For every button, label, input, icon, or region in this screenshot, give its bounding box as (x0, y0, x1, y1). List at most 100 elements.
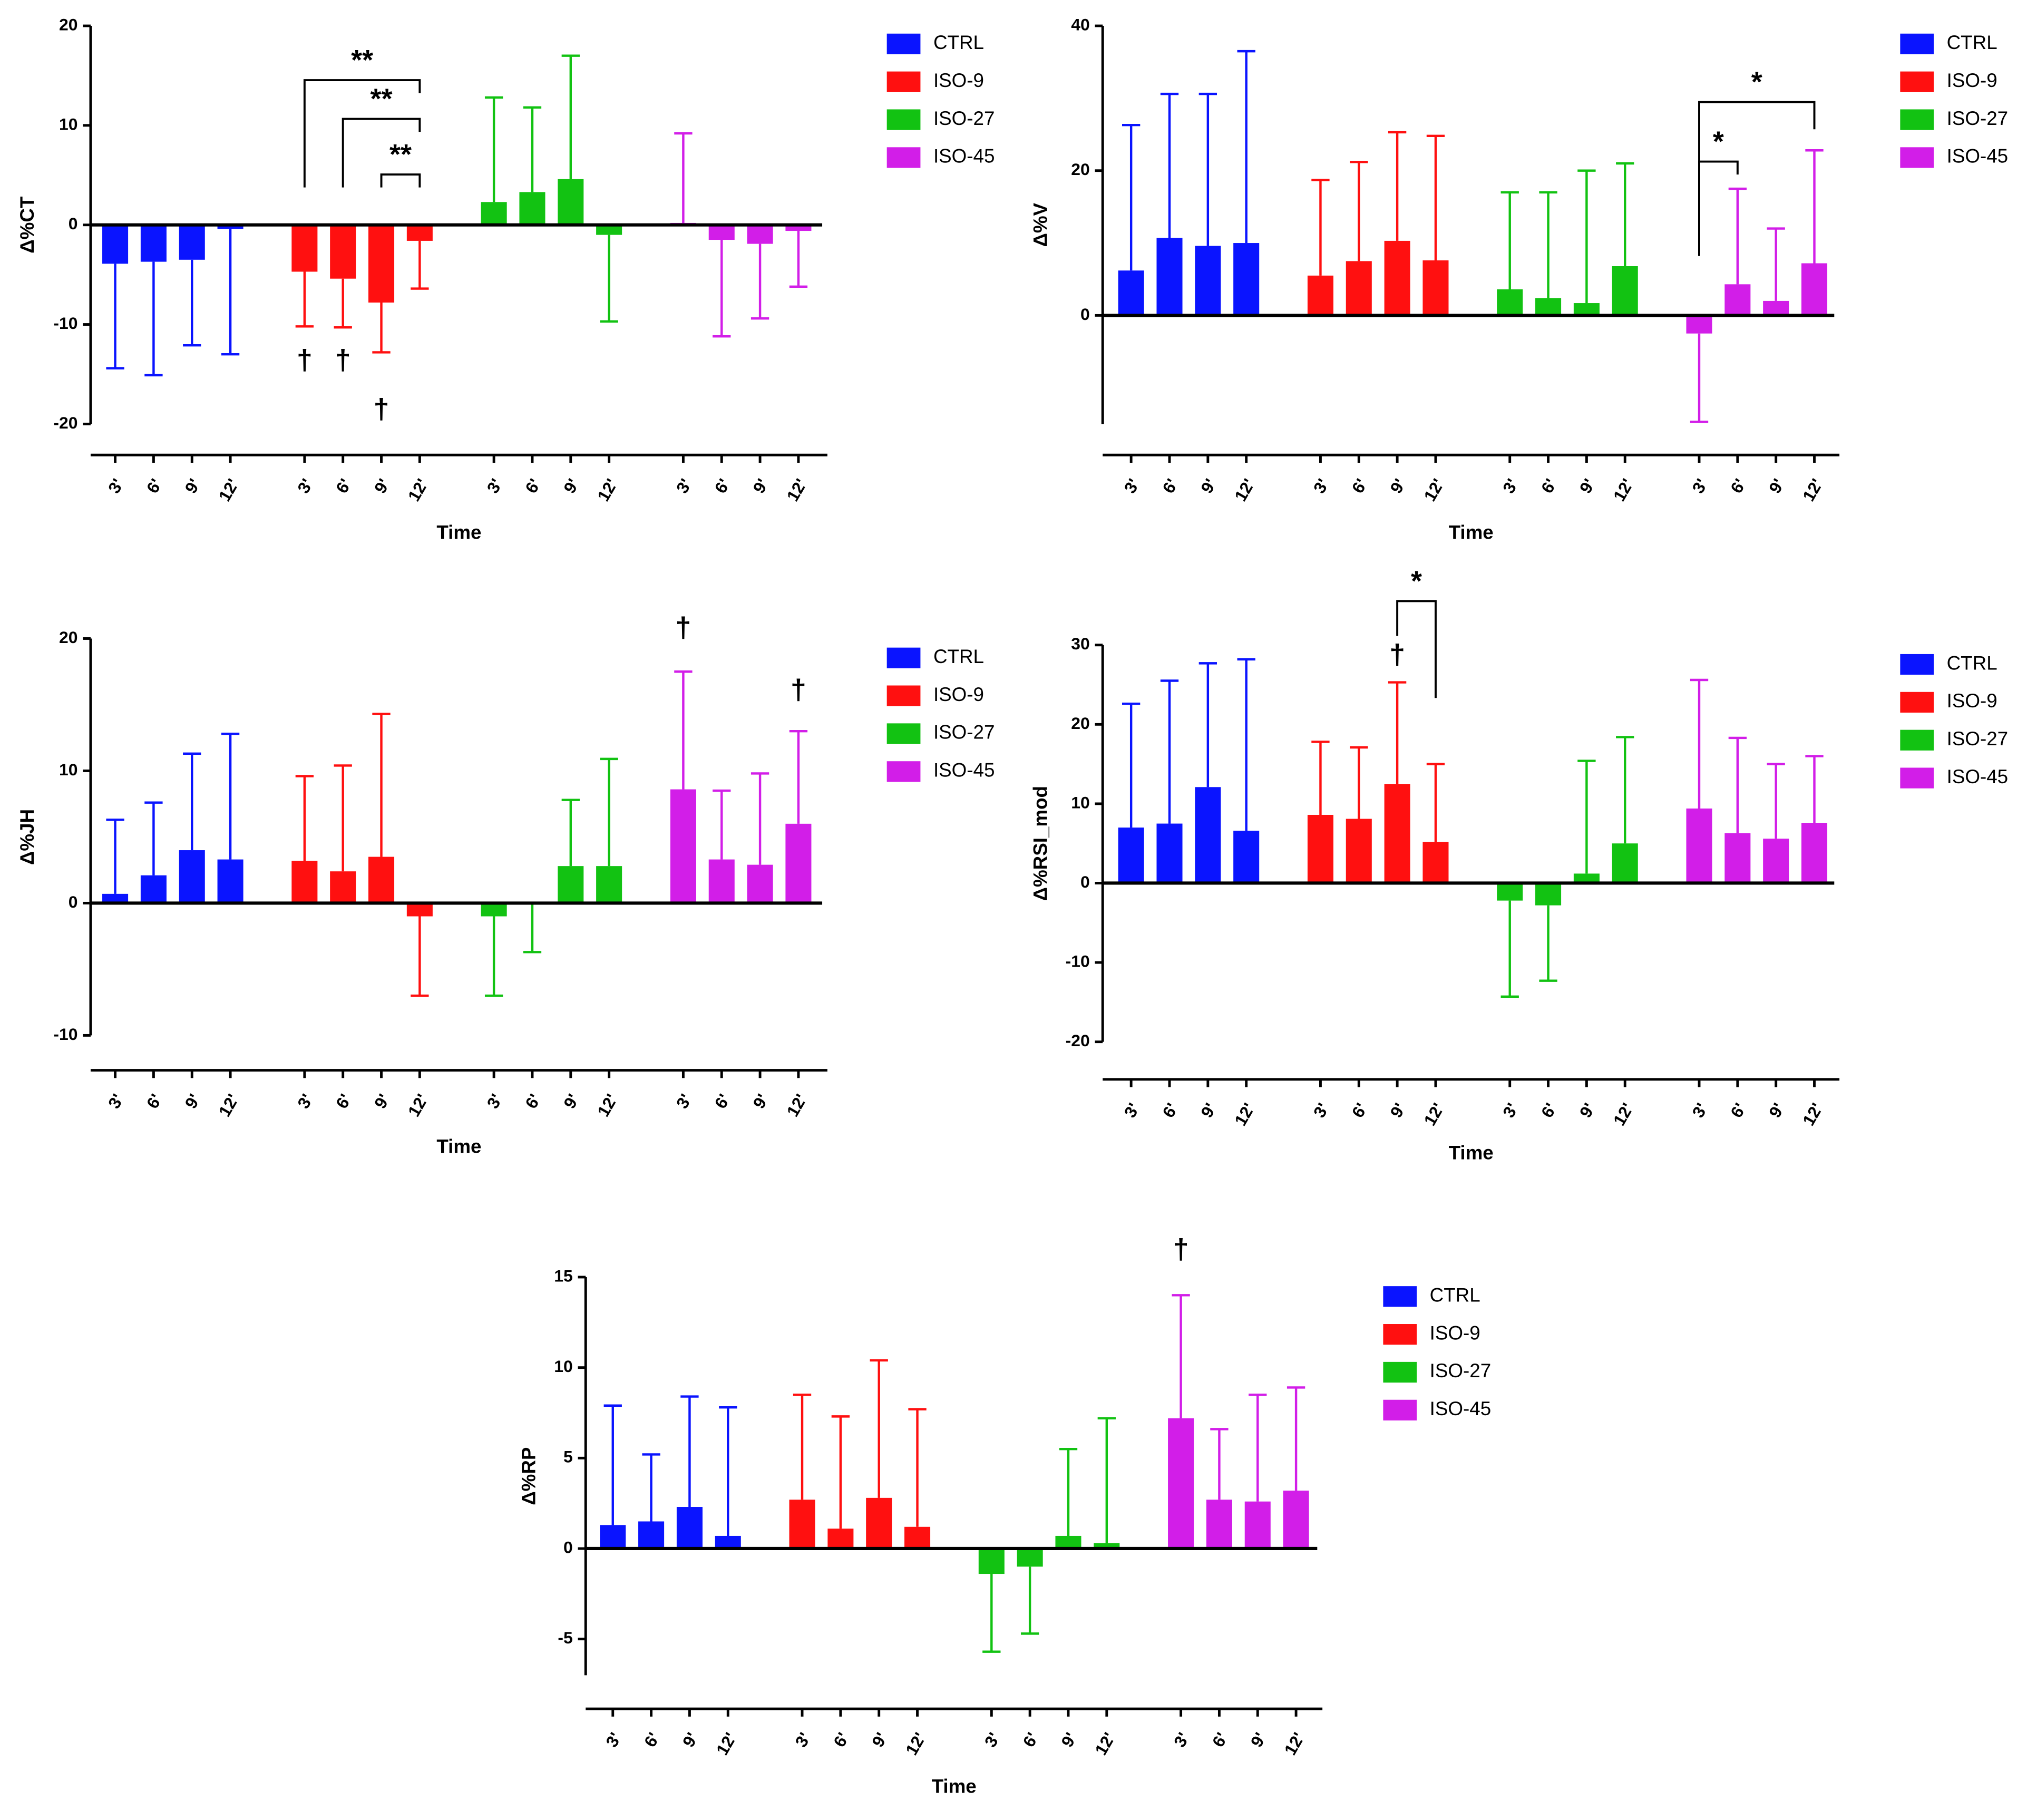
x-tick-label: 12' (1231, 1100, 1259, 1129)
bar (1233, 243, 1260, 316)
x-tick-label: 6' (711, 1091, 734, 1112)
bar (785, 823, 812, 903)
bar (291, 861, 318, 903)
legend-swatch (886, 647, 921, 668)
legend-swatch (1900, 654, 1934, 675)
x-tick-label: 6' (711, 475, 734, 497)
x-tick-label: 9' (1247, 1729, 1270, 1750)
legend-swatch (886, 109, 921, 130)
x-tick-label: 12' (1610, 1100, 1638, 1129)
annotation: † (297, 344, 313, 376)
legend-swatch (1900, 767, 1934, 789)
y-tick-label: 0 (69, 214, 78, 233)
bar (217, 859, 243, 903)
x-tick-label: 3' (483, 1091, 506, 1112)
significance-bracket (303, 79, 421, 188)
panel: -20 -10 0 10 20 Δ%CT Time 3' 6' 9' 12' CTRL 3' 6' 9' 12… (16, 15, 995, 543)
x-tick-label: 9' (181, 1091, 204, 1112)
bar (179, 225, 205, 260)
x-tick-label: 3' (1120, 1100, 1144, 1121)
x-tick-label: 6' (1727, 475, 1750, 497)
bar (1422, 260, 1449, 316)
x-tick-label: 9' (371, 475, 394, 497)
bar (368, 225, 395, 303)
legend-label: ISO-45 (1947, 145, 2008, 167)
legend-label: CTRL (1430, 1284, 1480, 1306)
x-tick-label: 9' (1197, 475, 1220, 497)
x-tick-label: 9' (749, 1091, 772, 1112)
y-tick-label: 20 (59, 15, 77, 34)
x-tick-label: 3' (1499, 475, 1522, 497)
bar (1535, 883, 1562, 906)
y-tick-label: -10 (53, 314, 77, 333)
bar (1307, 275, 1333, 316)
x-tick-label: 6' (143, 1091, 166, 1112)
bar (140, 225, 167, 262)
x-tick-label: 12' (215, 475, 243, 504)
x-tick-label: 9' (1197, 1100, 1220, 1121)
y-tick-label: 0 (1080, 872, 1090, 891)
bar (1346, 261, 1372, 316)
y-tick-label: 0 (1080, 305, 1090, 324)
legend-label: ISO-27 (933, 722, 995, 743)
bar (217, 225, 243, 229)
bar (676, 1507, 703, 1549)
y-tick-label: 10 (554, 1357, 572, 1376)
legend-label: ISO-45 (933, 760, 995, 781)
x-tick-label: 3' (1170, 1729, 1193, 1750)
bar (140, 875, 167, 903)
bar (670, 789, 696, 903)
bar (1118, 270, 1144, 316)
bar (1156, 823, 1183, 883)
x-tick-label: 12' (783, 475, 811, 504)
y-tick-label: -20 (1066, 1031, 1090, 1050)
bar (1017, 1548, 1043, 1567)
x-tick-label: 6' (1158, 475, 1182, 497)
bar (789, 1500, 815, 1549)
bar (179, 850, 205, 903)
bar (1195, 787, 1221, 883)
annotation: † (675, 612, 691, 644)
x-tick-label: 9' (749, 475, 772, 497)
x-tick-label: 3' (104, 1091, 128, 1112)
legend-swatch (886, 33, 921, 55)
x-axis-label: Time (1449, 522, 1494, 543)
bar (1384, 784, 1410, 883)
bar (1763, 300, 1789, 316)
bar (866, 1497, 892, 1549)
bar (708, 859, 735, 903)
y-tick-label: 5 (563, 1447, 573, 1466)
x-axis-label: Time (436, 522, 481, 543)
bar (1206, 1500, 1232, 1549)
annotation: * (1751, 66, 1762, 98)
x-tick-label: 6' (1348, 475, 1371, 497)
annotation: ** (371, 83, 393, 115)
bar (1244, 1501, 1271, 1549)
bar (904, 1526, 931, 1549)
x-tick-label: 6' (143, 475, 166, 497)
x-tick-label: 12' (1420, 475, 1448, 504)
bar (1573, 873, 1600, 883)
annotation: † (374, 393, 389, 425)
y-tick-label: 10 (59, 760, 77, 779)
y-tick-label: -20 (53, 413, 77, 432)
x-tick-label: 9' (1576, 475, 1599, 497)
x-axis-label: Time (436, 1135, 481, 1157)
bar (291, 225, 318, 272)
bar (519, 192, 545, 225)
y-tick-label: 0 (563, 1537, 573, 1556)
x-tick-label: 6' (332, 1091, 355, 1112)
x-tick-label: 3' (483, 475, 506, 497)
legend-label: ISO-45 (1947, 766, 2008, 787)
significance-bracket (1698, 160, 1739, 256)
y-tick-label: 20 (1071, 160, 1089, 179)
legend-label: ISO-27 (933, 108, 995, 129)
legend-swatch (1900, 147, 1934, 168)
annotation: * (1411, 565, 1422, 597)
legend-label: ISO-45 (1430, 1398, 1491, 1419)
bar (747, 225, 773, 244)
y-tick-label: 30 (1071, 634, 1089, 653)
significance-bracket (380, 173, 421, 188)
legend-label: ISO-9 (933, 70, 984, 91)
